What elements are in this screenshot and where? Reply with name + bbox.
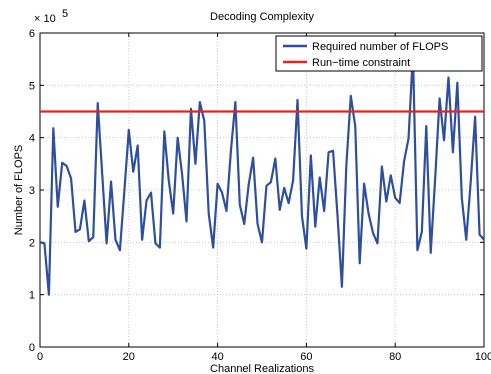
y-axis-label: Number of FLOPS [13,145,25,235]
x-tick-label: 60 [300,351,312,363]
x-tick-label: 80 [389,351,401,363]
x-tick-label: 20 [123,351,135,363]
legend-label-constraint: Run−time constraint [312,57,410,69]
x-axis-label: Channel Realizations [210,363,314,374]
chart-title: Decoding Complexity [210,11,314,23]
grid [40,33,484,347]
series-line-required-flops [40,51,484,296]
x-tick-label: 100 [475,351,491,363]
legend-label-flops: Required number of FLOPS [312,41,448,53]
y-tick-label: 5 [29,80,35,92]
x-tick-label: 40 [211,351,223,363]
y-tick-label: 4 [29,133,35,145]
axis-ticks: 0 20 40 60 80 100 0 1 2 3 4 5 6 [29,28,491,363]
x-tick-label: 0 [37,351,43,363]
legend-box [275,35,483,72]
y-tick-label: 6 [29,28,35,40]
y-exponent-value: 5 [62,8,68,20]
y-exponent-label: × 10 5 [34,8,68,25]
y-tick-label: 1 [29,290,35,302]
series-layer [40,51,484,296]
y-tick-label: 3 [29,185,35,197]
legend: Required number of FLOPS Run−time constr… [275,35,483,72]
y-tick-label: 2 [29,237,35,249]
y-exponent-prefix: × 10 [34,13,56,25]
y-tick-label: 0 [29,342,35,354]
